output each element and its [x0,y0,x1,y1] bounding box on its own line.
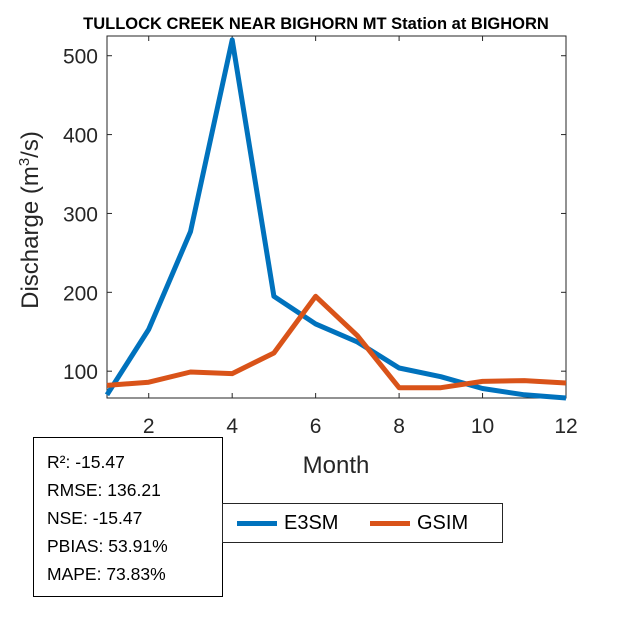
y-tick-label: 400 [63,125,98,148]
x-tick-label: 12 [554,415,577,438]
legend-line-e3sm [237,520,277,526]
rmse-metric: RMSE: 136.21 [47,480,161,500]
legend-line-gsim [370,520,410,526]
y-tick-label: 100 [63,361,98,384]
x-tick-label: 2 [143,415,155,438]
pbias-metric: PBIAS: 53.91% [47,536,168,556]
x-tick-label: 6 [310,415,322,438]
y-axis-label: Discharge (m3/s) [16,131,44,309]
legend-label-gsim: GSIM [417,511,469,534]
legend-item-e3sm: E3SM [237,504,338,542]
axis-ticks: 2 4 6 8 10 12 100 200 300 400 500 [63,36,578,438]
plot-area [106,35,567,399]
series-layer [104,37,567,401]
x-tick-label: 8 [393,415,405,438]
metrics-box: R²: -15.47 RMSE: 136.21 NSE: -15.47 PBIA… [33,437,223,597]
x-tick-label: 10 [471,415,494,438]
legend: E3SM GSIM [222,503,503,543]
mape-metric: MAPE: 73.83% [47,564,166,584]
r2-metric: R²: -15.47 [47,452,125,472]
nse-metric: NSE: -15.47 [47,508,143,528]
x-tick-label: 4 [226,415,238,438]
y-axis-label-tail: /s) [17,131,44,158]
y-tick-label: 500 [63,46,98,69]
y-axis-label-superscript: 3 [16,158,33,166]
legend-item-gsim: GSIM [370,504,468,542]
legend-label-e3sm: E3SM [284,511,339,534]
chart-title: TULLOCK CREEK NEAR BIGHORN MT Station at… [83,15,549,33]
y-tick-label: 300 [63,203,98,226]
series-line-e3sm [104,37,567,401]
x-axis-label: Month [303,452,370,479]
series-line-gsim [106,293,567,391]
y-tick-label: 200 [63,282,98,305]
y-axis-label-base: Discharge (m [17,166,44,309]
